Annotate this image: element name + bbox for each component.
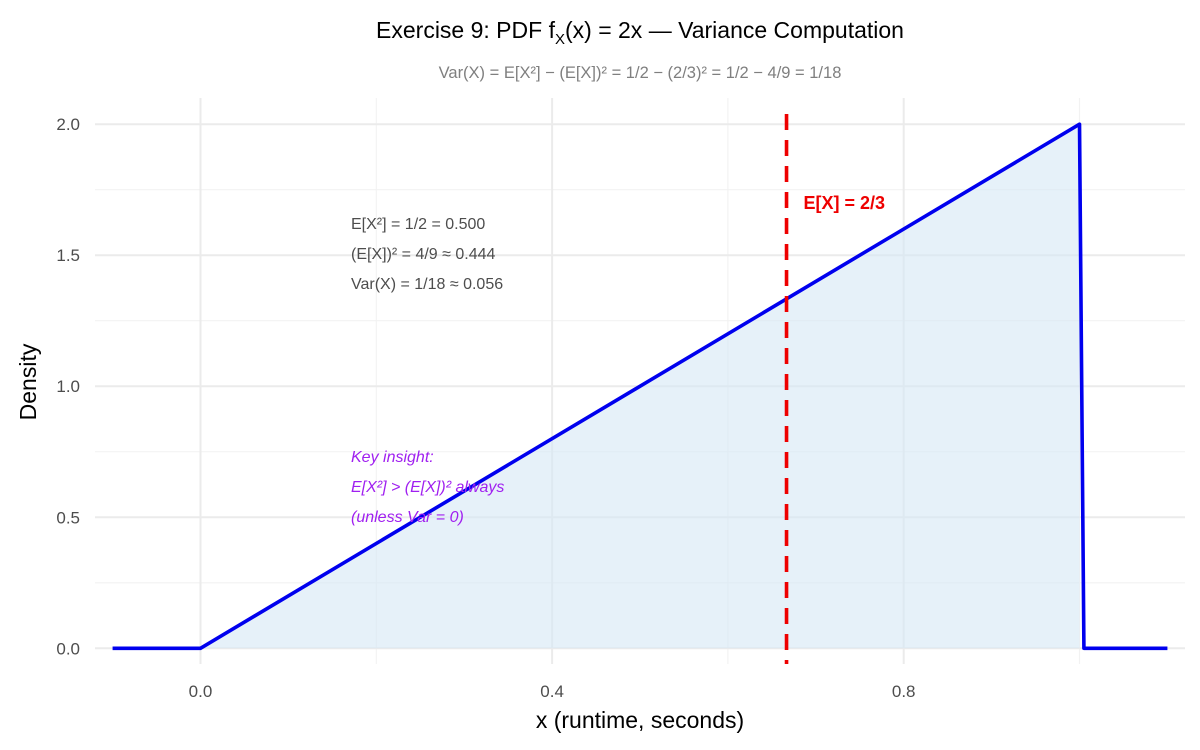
chart-title: Exercise 9: PDF fX(x) = 2x — Variance Co… [376,17,904,48]
mean-line-layer: E[X] = 2/3 [784,114,886,664]
x-tick-label: 0.0 [189,682,213,701]
pdf-line-layer [112,122,1168,651]
x-tick-label: 0.8 [892,682,916,701]
x-axis-title: x (runtime, seconds) [536,707,744,733]
insight-annotation-line: Key insight: [351,449,434,466]
stats-annotation-line: (E[X])² = 4/9 ≈ 0.444 [351,246,496,263]
insight-annotation-line: (unless Var = 0) [351,509,464,526]
y-tick-label: 0.0 [56,639,80,658]
pdf-line [112,122,1168,651]
chart-subtitle: Var(X) = E[X²] − (E[X])² = 1/2 − (2/3)² … [439,64,842,82]
y-tick-label: 0.5 [56,508,80,527]
chart-title-main: Exercise 9: PDF f [376,17,556,43]
y-tick-label: 2.0 [56,115,80,134]
y-tick-label: 1.0 [56,377,80,396]
stats-annotation-line: Var(X) = 1/18 ≈ 0.056 [351,276,503,293]
chart-title-rest: (x) = 2x — Variance Computation [565,17,904,43]
y-axis-title: Density [15,343,41,420]
y-tick-label: 1.5 [56,246,80,265]
mean-label: E[X] = 2/3 [804,193,886,213]
x-tick-label: 0.4 [540,682,564,701]
annotations: E[X²] = 1/2 = 0.500 (E[X])² = 4/9 ≈ 0.444… [351,216,504,526]
insight-annotation-line: E[X²] > (E[X])² always [351,479,504,496]
chart-title-subscript: X [555,31,565,48]
stats-annotation-line: E[X²] = 1/2 = 0.500 [351,216,485,233]
axis-ticks: 0.0 0.4 0.8 0.0 0.5 1.0 1.5 2.0 [56,115,915,701]
